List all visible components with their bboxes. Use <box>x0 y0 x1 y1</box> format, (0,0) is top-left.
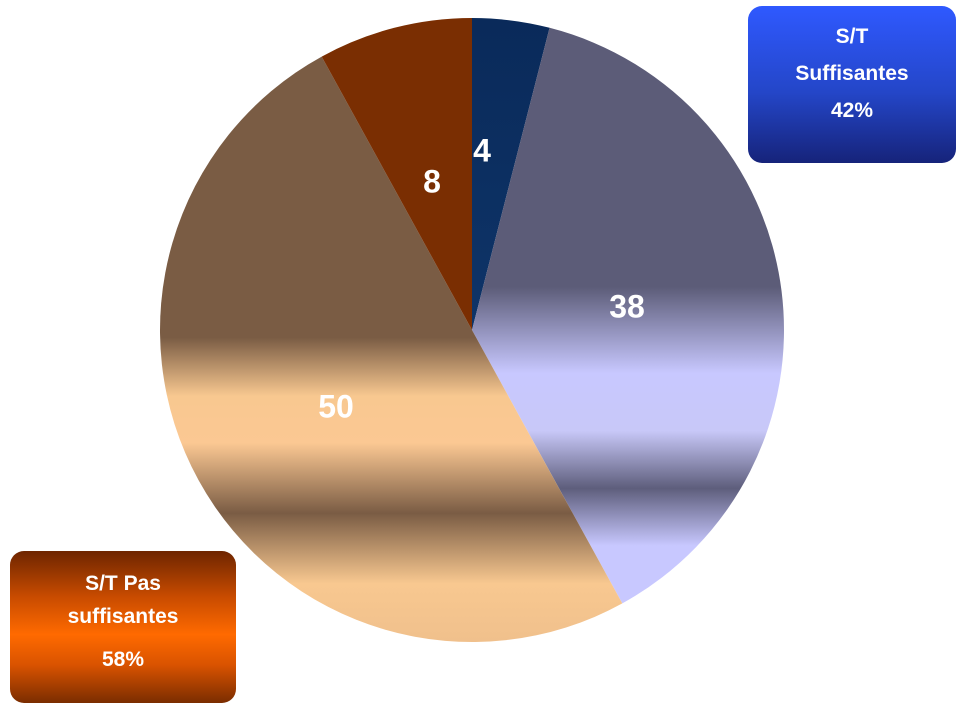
data-label-8: 8 <box>423 163 441 199</box>
pas-suffisantes-summary-box: S/T Pas suffisantes 58% <box>10 551 236 703</box>
data-label-50: 50 <box>318 388 354 424</box>
suffisantes-line1: S/T <box>835 25 869 48</box>
pas-suffisantes-line2: suffisantes <box>67 605 179 628</box>
slice-8 <box>321 18 472 330</box>
slice-4 <box>472 18 550 330</box>
suffisantes-line2: Suffisantes <box>795 62 909 85</box>
slice-38 <box>472 27 784 604</box>
pas-suffisantes-percent: 58% <box>101 648 145 671</box>
data-label-4: 4 <box>473 132 491 168</box>
suffisantes-percent: 42% <box>830 99 874 122</box>
pas-suffisantes-line1: S/T Pas <box>85 572 161 595</box>
data-label-38: 38 <box>609 288 645 324</box>
slice-50 <box>160 56 623 643</box>
suffisantes-summary-box: S/T Suffisantes 42% <box>748 6 956 163</box>
